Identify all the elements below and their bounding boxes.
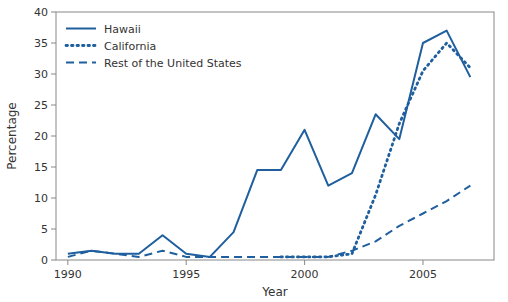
y-tick-label: 35 <box>34 37 48 50</box>
y-tick-label: 20 <box>34 130 48 143</box>
legend-entry: Hawaii <box>104 23 141 36</box>
series-group <box>68 31 470 257</box>
y-tick-label: 30 <box>34 68 48 81</box>
y-tick <box>51 136 56 137</box>
legend: Hawaii California Rest of the United State… <box>66 23 242 70</box>
x-tick <box>67 260 68 265</box>
chart: 0 5 10 15 20 25 30 35 40 1990 1995 2000 2005 Year Perc… <box>0 0 508 302</box>
y-tick-label: 15 <box>34 161 48 174</box>
y-tick-label: 0 <box>41 254 48 267</box>
y-tick <box>51 43 56 44</box>
y-tick <box>51 167 56 168</box>
legend-swatch <box>66 62 96 64</box>
x-tick <box>422 260 423 265</box>
y-tick-label: 40 <box>34 6 48 19</box>
x-tick-label: 2000 <box>291 268 319 281</box>
x-tick-label: 2005 <box>409 268 437 281</box>
plot-frame <box>56 12 494 260</box>
x-tick-label: 1990 <box>54 268 82 281</box>
series-line <box>68 31 470 257</box>
y-tick <box>51 105 56 106</box>
x-axis-label: Year <box>261 285 287 299</box>
y-tick-label: 5 <box>41 223 48 236</box>
y-tick <box>51 229 56 230</box>
y-tick <box>51 74 56 75</box>
legend-swatch <box>66 28 96 30</box>
legend-swatch <box>66 44 96 47</box>
y-tick-label: 10 <box>34 192 48 205</box>
series-line <box>281 43 470 257</box>
legend-entry: California <box>104 40 156 53</box>
y-tick <box>51 260 56 261</box>
chart-container: 0 5 10 15 20 25 30 35 40 1990 1995 2000 2005 Year Perc… <box>0 0 508 302</box>
y-tick-label: 25 <box>34 99 48 112</box>
y-axis-label: Percentage <box>5 102 19 170</box>
x-tick-label: 1995 <box>172 268 200 281</box>
y-tick <box>51 12 56 13</box>
x-tick <box>304 260 305 265</box>
series-line <box>68 186 470 257</box>
y-tick <box>51 198 56 199</box>
x-tick <box>186 260 187 265</box>
legend-entry: Rest of the United States <box>104 57 242 70</box>
